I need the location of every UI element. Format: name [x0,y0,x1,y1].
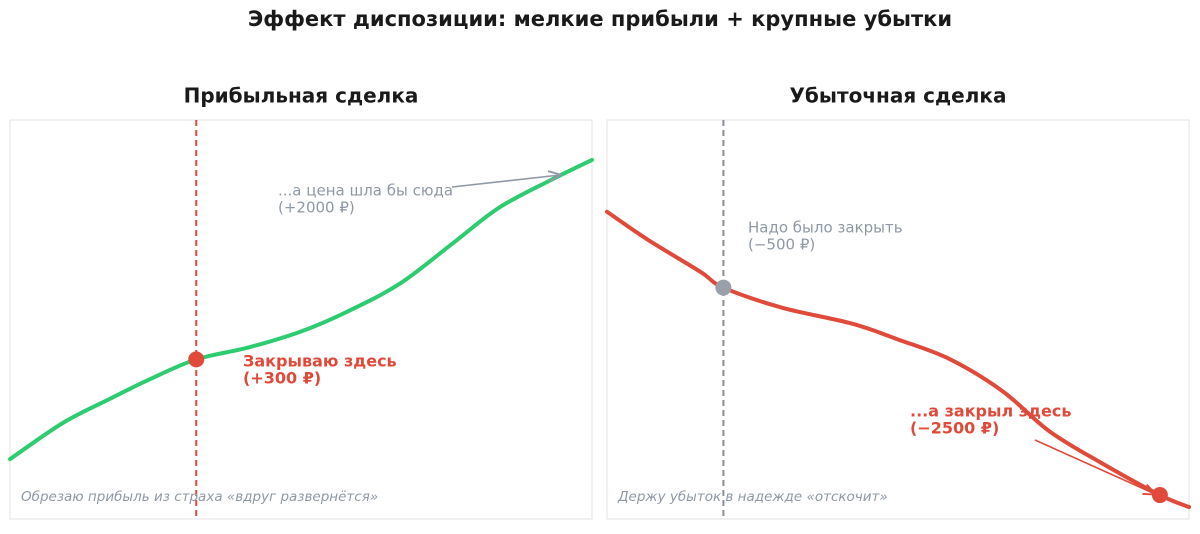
price-line [8,157,594,462]
annotation-arrow [1034,439,1155,494]
price-line [605,209,1191,510]
panel-title: Убыточная сделка [790,84,1007,108]
caption: Обрезаю прибыль из страха «вдруг разверн… [21,489,378,505]
annotation: (−500 ₽) [748,236,815,254]
annotation-arrow [451,175,560,188]
point-marker [188,351,205,368]
annotation: Закрываю здесь [243,352,397,371]
point-marker [1151,487,1168,504]
annotation: Надо было закрыть [748,219,903,237]
annotation: (−2500 ₽) [910,419,999,438]
caption: Держу убыток в надежде «отскочит» [617,489,888,505]
point-marker [715,279,732,296]
annotation: (+2000 ₽) [278,199,355,217]
annotation: ...а цена шла бы сюда [278,182,453,200]
page-title: Эффект диспозиции: мелкие прибыли + круп… [248,7,952,31]
plot-frame [9,119,593,520]
panel-title: Прибыльная сделка [184,84,419,108]
plot-frame [606,119,1190,520]
annotation: (+300 ₽) [243,369,321,388]
annotation: ...а закрыл здесь [910,402,1071,421]
